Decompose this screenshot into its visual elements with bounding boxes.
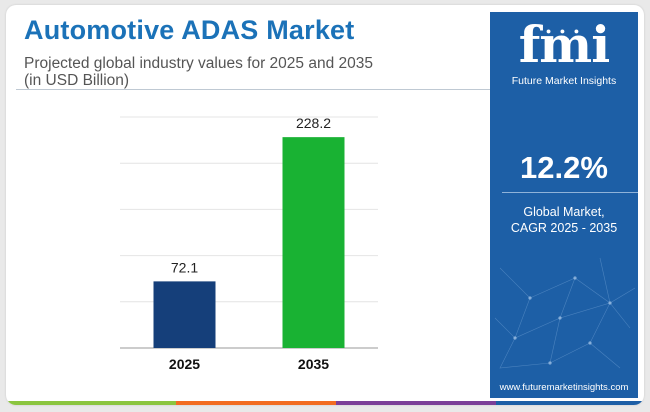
footer-segment-blue: [496, 401, 644, 405]
brand-name: Future Market Insights: [511, 75, 617, 87]
network-pattern-icon: [494, 257, 636, 369]
website-link[interactable]: www.futuremarketinsights.com: [499, 382, 629, 393]
chart-title: Automotive ADAS Market: [24, 15, 355, 45]
bar-2035: [282, 137, 345, 348]
chart-subtitle: Projected global industry values for 202…: [24, 55, 373, 89]
cagr-value: 12.2%: [520, 150, 608, 185]
cagr-label-line-1: Global Market,: [523, 205, 605, 219]
data-label-2035: 228.2: [296, 115, 331, 131]
cagr-label-line-2: CAGR 2025 - 2035: [510, 221, 618, 235]
bar-chart: 72.1 2025 228.2 2035: [120, 115, 378, 372]
cagr-panel: ● ● ● fmi Future Market Insights 12.2% G…: [490, 12, 638, 398]
panel-divider: [502, 192, 638, 193]
fmi-logo: fmi: [518, 15, 610, 74]
x-tick-label-2035: 2035: [298, 356, 329, 372]
logo-icons: ● ● ●: [545, 26, 583, 36]
footer-segment-green: [6, 401, 176, 405]
data-label-2025: 72.1: [171, 259, 198, 275]
bar-2025: [153, 281, 216, 348]
subtitle-line-2: (in USD Billion): [24, 72, 130, 89]
cagr-label: Global Market, CAGR 2025 - 2035: [490, 204, 638, 236]
footer-segment-orange: [176, 401, 336, 405]
x-tick-label-2025: 2025: [169, 356, 200, 372]
header-divider: [16, 89, 494, 90]
footer-color-bar: [6, 401, 644, 405]
subtitle-line-1: Projected global industry values for 202…: [24, 55, 373, 72]
infographic-card: Automotive ADAS Market Projected global …: [6, 5, 644, 405]
footer-segment-purple: [336, 401, 496, 405]
